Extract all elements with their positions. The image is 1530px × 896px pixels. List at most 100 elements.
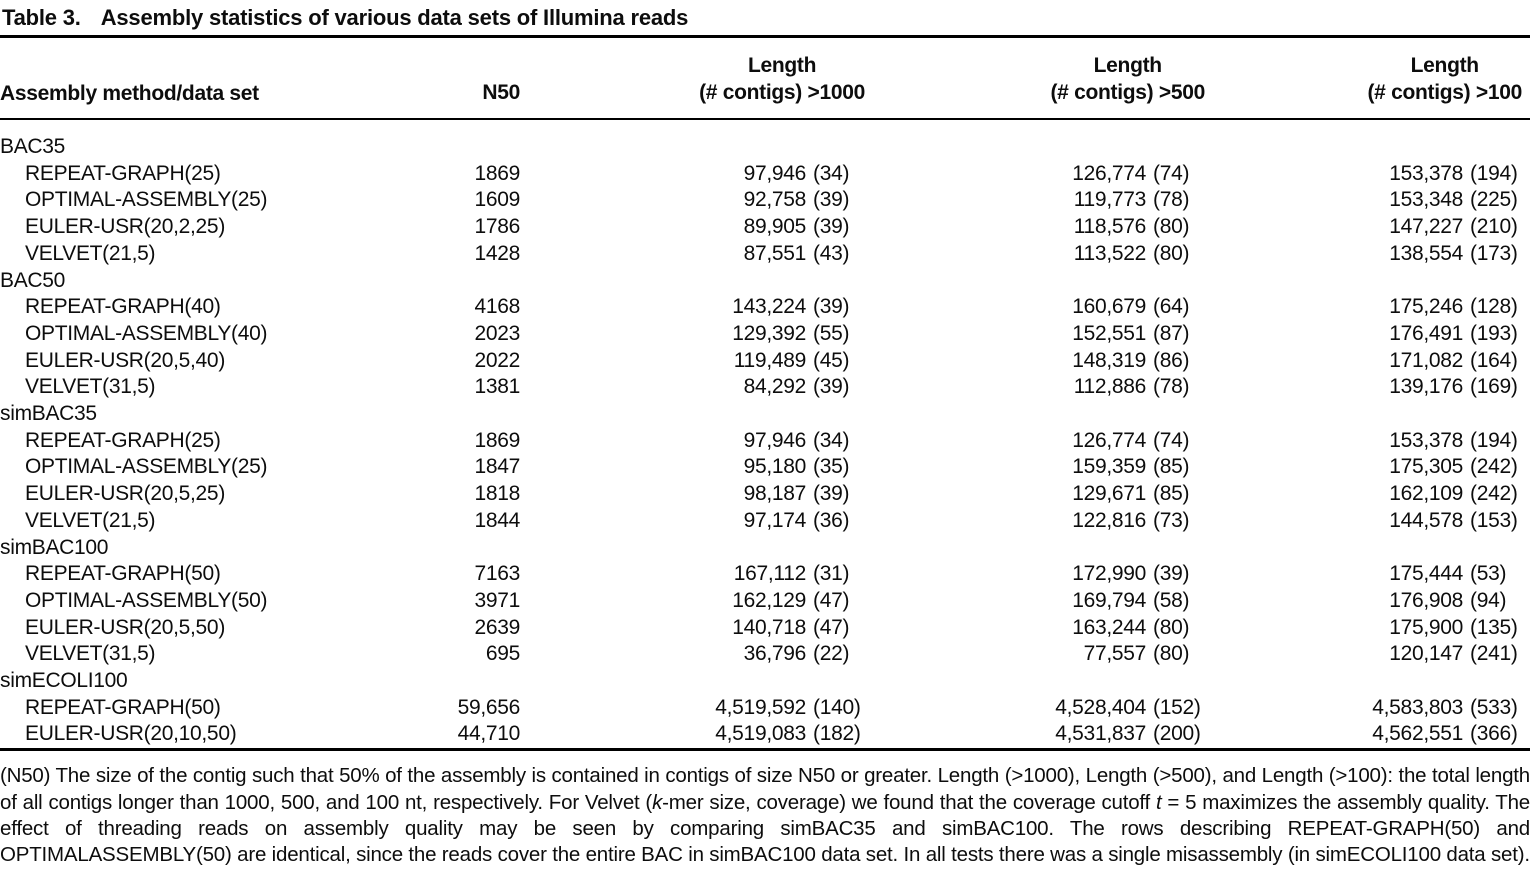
length-cell: 4,519,592 (140) <box>520 695 865 722</box>
total-length-value: 77,557 <box>1083 642 1147 666</box>
contig-count-value: (74) <box>1153 161 1190 185</box>
empty-cell <box>520 268 865 295</box>
dataset-group-label: simBAC100 <box>0 535 109 559</box>
table-caption-title: Assembly statistics of various data sets… <box>100 5 689 30</box>
length-cell: 120,147 (241) <box>1205 641 1530 668</box>
assembly-method-cell: REPEAT-GRAPH(50) <box>25 695 221 719</box>
assembly-method-cell: REPEAT-GRAPH(25) <box>25 161 221 185</box>
empty-cell <box>370 668 520 695</box>
n50-cell: 1428 <box>474 241 520 265</box>
length-cell: 153,378 (194) <box>1205 428 1530 455</box>
contig-count-value: (43) <box>813 241 850 265</box>
empty-cell <box>1205 401 1530 428</box>
length-cell: 175,900 (135) <box>1205 615 1530 642</box>
group-header-row: BAC35 <box>0 119 1530 161</box>
table-row: REPEAT-GRAPH(50) 59,656 4,519,592 (140) 4,52… <box>0 695 1530 722</box>
length-cell: 84,292 (39) <box>520 374 865 401</box>
table-caption: Table 3. Assembly statistics of various d… <box>0 0 1530 31</box>
length-cell: 77,557 (80) <box>865 641 1205 668</box>
contig-count-value: (241) <box>1470 642 1518 666</box>
empty-cell <box>520 535 865 562</box>
footnote-italic-text: t <box>1155 790 1162 814</box>
assembly-method-cell: REPEAT-GRAPH(50) <box>25 562 221 586</box>
contig-count-value: (140) <box>813 695 861 719</box>
table-footnote: (N50) The size of the contig such that 5… <box>0 763 1530 869</box>
contig-count-value: (86) <box>1153 348 1190 372</box>
length-cell: 36,796 (22) <box>520 641 865 668</box>
n50-cell: 695 <box>485 642 520 666</box>
table-row: VELVET(21,5) 1844 97,174 (36) 122,816 (73) 144… <box>0 508 1530 535</box>
empty-cell <box>865 401 1205 428</box>
contig-count-value: (80) <box>1153 642 1190 666</box>
length-cell: 159,359 (85) <box>865 454 1205 481</box>
total-length-value: 126,774 <box>1072 428 1146 452</box>
table-row: OPTIMAL-ASSEMBLY(40) 2023 129,392 (55) 152,5… <box>0 321 1530 348</box>
contig-count-value: (39) <box>813 188 850 212</box>
table-row: VELVET(21,5) 1428 87,551 (43) 113,522 (80) 138… <box>0 241 1530 268</box>
length-cell: 97,174 (36) <box>520 508 865 535</box>
length-cell: 119,489 (45) <box>520 348 865 375</box>
footnote-text: = 5 maximizes the assembly quality. The … <box>0 790 1530 867</box>
table-body: BAC35 REPEAT-GRAPH(25) 1869 97,946 (34) 126,7… <box>0 119 1530 750</box>
contig-count-value: (55) <box>813 321 850 345</box>
empty-cell <box>520 119 865 161</box>
total-length-value: 126,774 <box>1072 161 1146 185</box>
assembly-method-cell: EULER-USR(20,5,25) <box>25 482 226 506</box>
length-cell: 119,773 (78) <box>865 187 1205 214</box>
assembly-method-cell: EULER-USR(20,10,50) <box>25 722 237 746</box>
empty-cell <box>370 268 520 295</box>
group-header-row: simBAC35 <box>0 401 1530 428</box>
header-row: Assembly method/data set N50 Length (# c… <box>0 36 1530 120</box>
contig-count-value: (182) <box>813 722 861 746</box>
contig-count-value: (39) <box>813 295 850 319</box>
length-cell: 126,774 (74) <box>865 428 1205 455</box>
length-cell: 4,531,837 (200) <box>865 721 1205 749</box>
total-length-value: 129,671 <box>1072 482 1146 506</box>
length-cell: 4,583,803 (533) <box>1205 695 1530 722</box>
group-header-row: simECOLI100 <box>0 668 1530 695</box>
column-header-length-1000: Length (# contigs) >1000 <box>520 36 865 120</box>
table-row: VELVET(31,5) 695 36,796 (22) 77,557 (80) 120,1… <box>0 641 1530 668</box>
contig-count-value: (200) <box>1153 722 1201 746</box>
total-length-value: 97,174 <box>743 508 807 532</box>
contig-count-value: (80) <box>1153 215 1190 239</box>
empty-cell <box>520 668 865 695</box>
length-cell: 95,180 (35) <box>520 454 865 481</box>
total-length-value: 153,378 <box>1389 428 1463 452</box>
length-cell: 162,129 (47) <box>520 588 865 615</box>
length-cell: 176,491 (193) <box>1205 321 1530 348</box>
total-length-value: 122,816 <box>1072 508 1146 532</box>
assembly-method-cell: OPTIMAL-ASSEMBLY(40) <box>25 321 268 345</box>
n50-cell: 2022 <box>474 348 520 372</box>
length-cell: 162,109 (242) <box>1205 481 1530 508</box>
column-header-length-100: Length (# contigs) >100 <box>1205 36 1530 120</box>
total-length-value: 169,794 <box>1072 588 1146 612</box>
n50-cell: 2639 <box>474 615 520 639</box>
length-cell: 172,990 (39) <box>865 561 1205 588</box>
total-length-value: 172,990 <box>1072 562 1146 586</box>
contig-count-value: (35) <box>813 455 850 479</box>
empty-cell <box>370 119 520 161</box>
contig-count-value: (153) <box>1470 508 1518 532</box>
total-length-value: 176,491 <box>1389 321 1463 345</box>
table-row: REPEAT-GRAPH(40) 4168 143,224 (39) 160,679 (6… <box>0 294 1530 321</box>
n50-cell: 3971 <box>474 588 520 612</box>
contig-count-value: (58) <box>1153 588 1190 612</box>
contig-count-value: (39) <box>813 375 850 399</box>
total-length-value: 160,679 <box>1072 295 1146 319</box>
empty-cell <box>865 535 1205 562</box>
footnote-italic-text: k <box>652 790 663 814</box>
n50-cell: 1818 <box>474 482 520 506</box>
contig-count-value: (85) <box>1153 455 1190 479</box>
contig-count-value: (87) <box>1153 321 1190 345</box>
contig-count-value: (31) <box>813 562 850 586</box>
group-header-row: BAC50 <box>0 268 1530 295</box>
contig-count-value: (78) <box>1153 375 1190 399</box>
length-cell: 160,679 (64) <box>865 294 1205 321</box>
total-length-value: 4,519,083 <box>715 722 806 746</box>
total-length-value: 171,082 <box>1389 348 1463 372</box>
group-header-row: simBAC100 <box>0 535 1530 562</box>
contig-count-value: (47) <box>813 588 850 612</box>
contig-count-value: (173) <box>1470 241 1518 265</box>
